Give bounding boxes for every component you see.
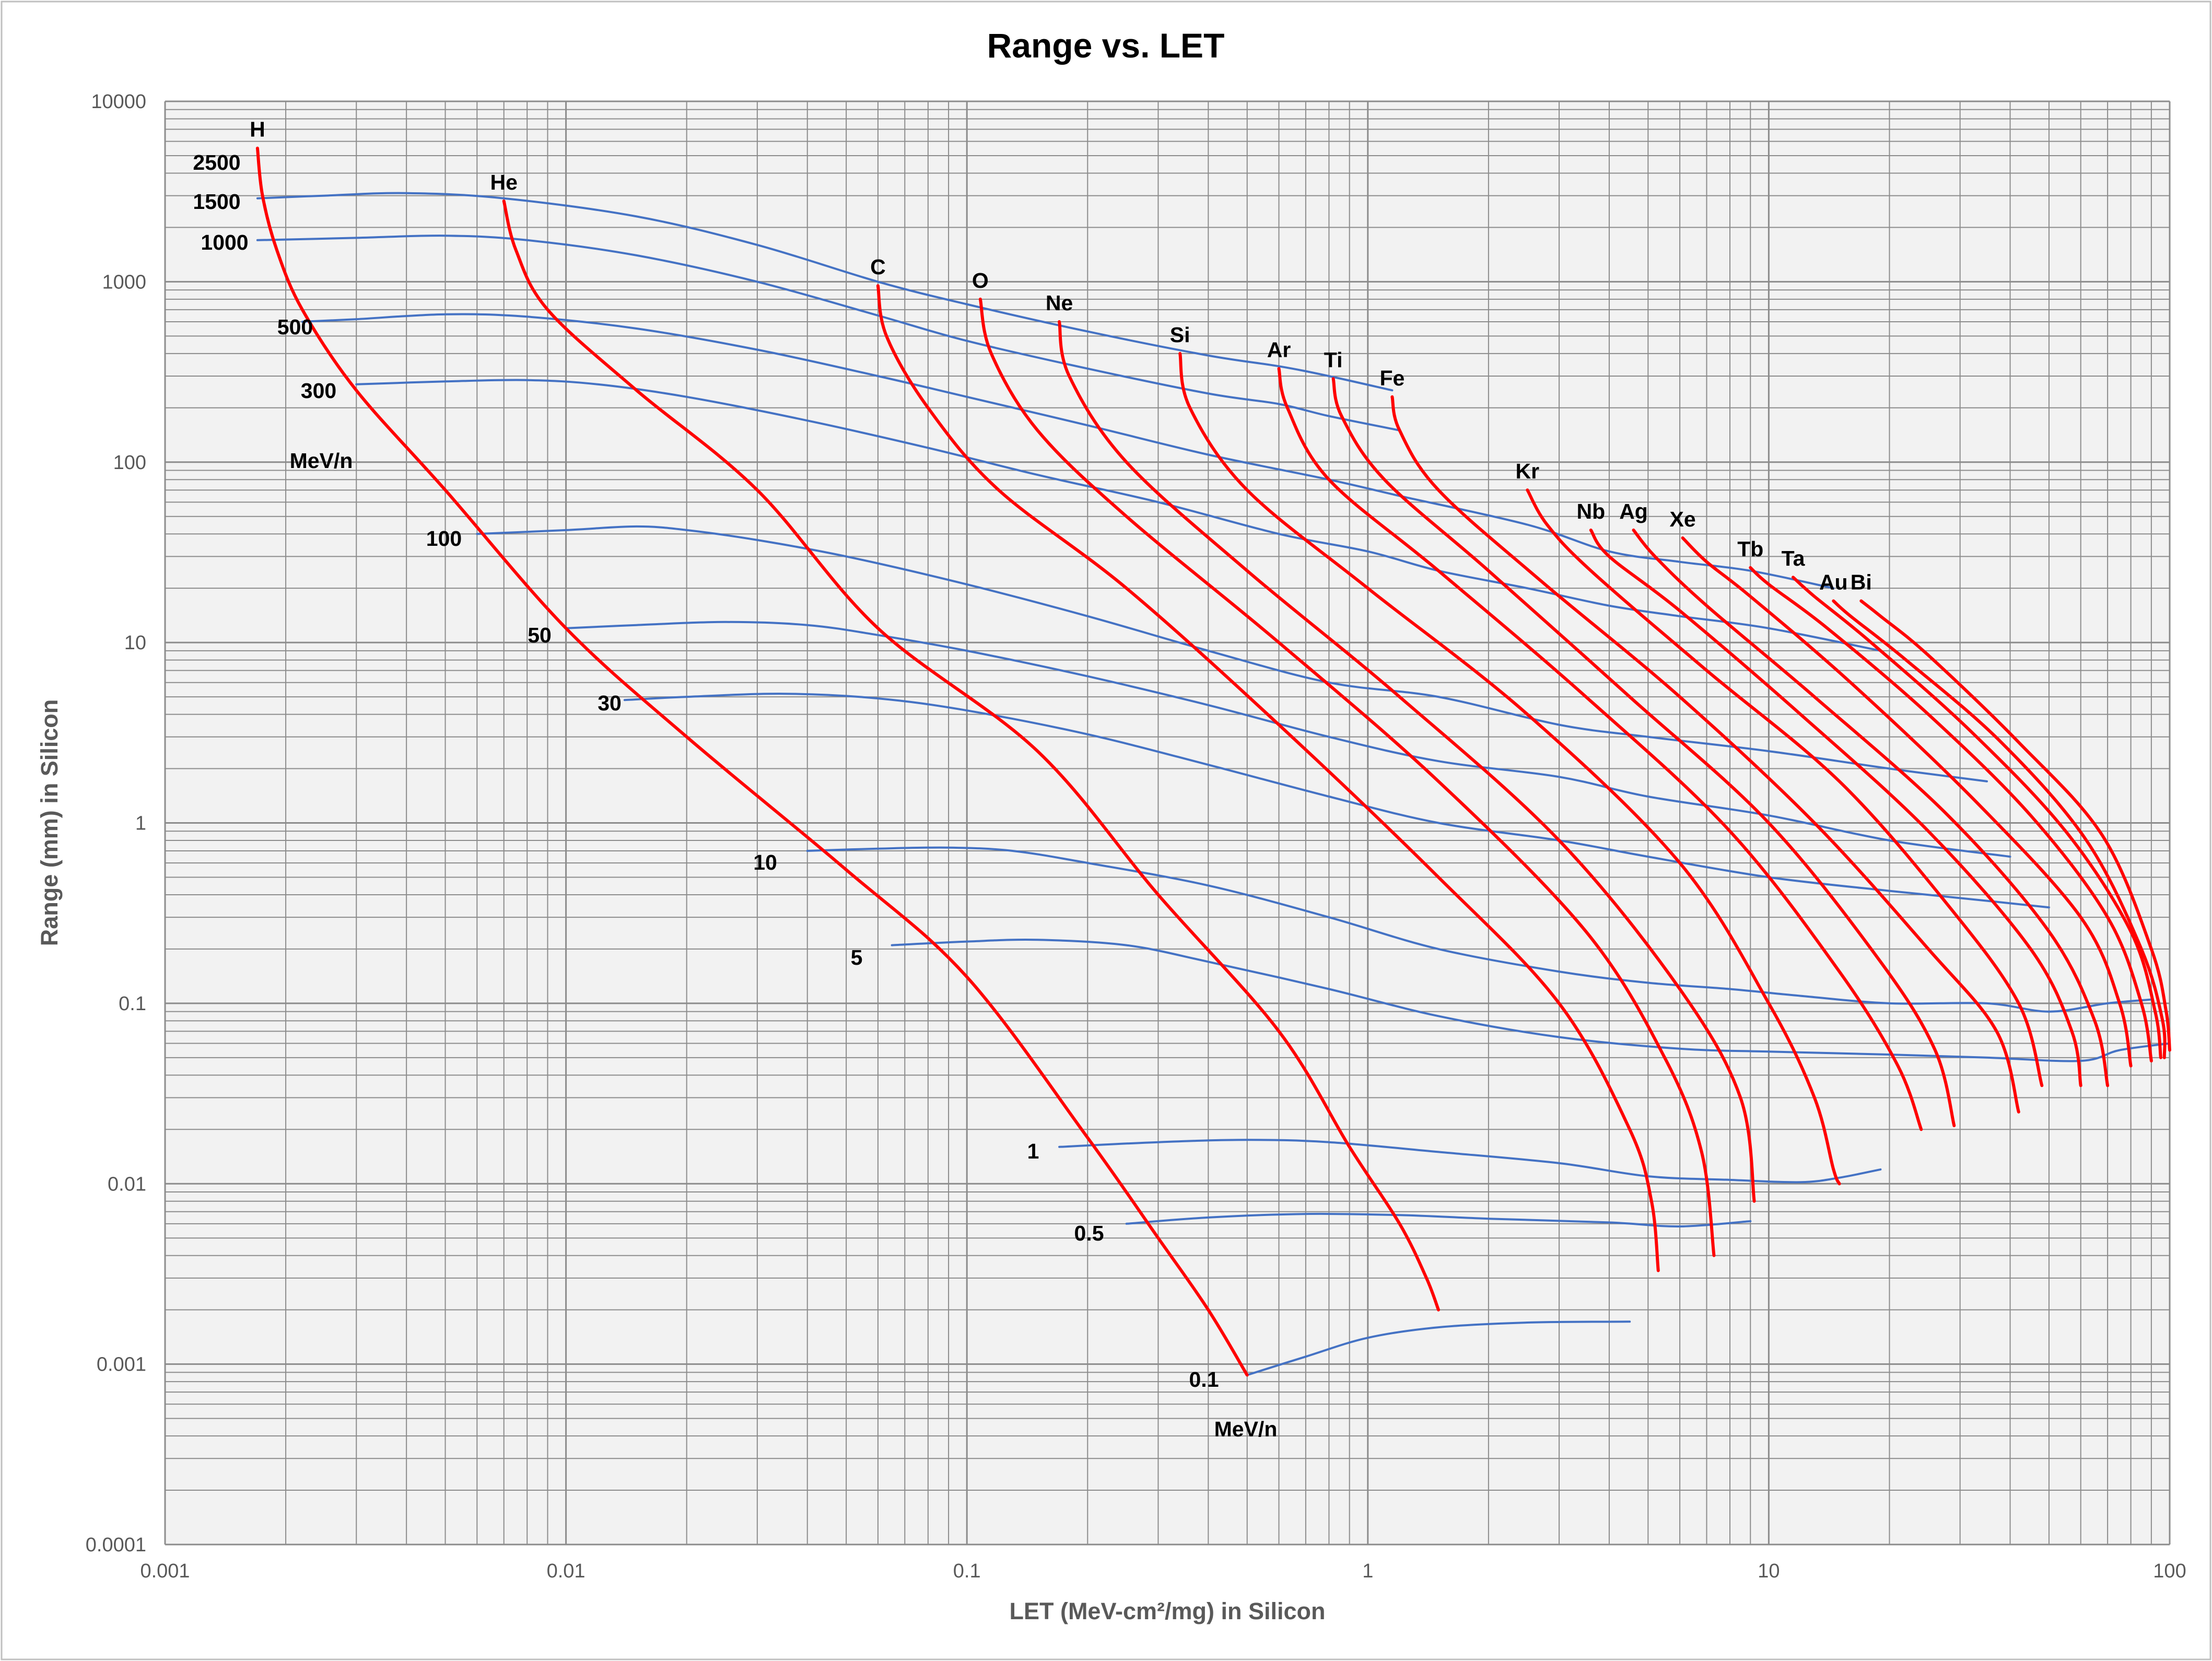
energy-annotation: 30	[598, 691, 622, 715]
y-tick-label: 0.01	[108, 1173, 146, 1195]
ion-label-Xe: Xe	[1670, 507, 1696, 531]
ion-line-Nb	[1589, 528, 2082, 1087]
x-axis-title: LET (MeV-cm²/mg) in Silicon	[1009, 1598, 1325, 1624]
ion-series-group	[255, 146, 2171, 1377]
y-axis-title: Range (mm) in Silicon	[36, 699, 63, 946]
x-tick-label: 10	[1758, 1560, 1780, 1582]
energy-annotation: 300	[301, 379, 336, 403]
energy-line-50	[623, 693, 2050, 909]
energy-annotation: 0.5	[1074, 1221, 1104, 1245]
energy-annotation: 1000	[201, 230, 248, 254]
x-tick-label: 100	[2153, 1560, 2186, 1582]
ion-line-Ta	[1792, 576, 2162, 1059]
ion-label-Ta: Ta	[1782, 546, 1806, 570]
ion-line-Ag	[1632, 528, 2110, 1087]
y-axis-ticks: 0.0001 0.001 0.01 0.1 1 10 100 1000 10000	[86, 91, 146, 1556]
ion-label-Kr: Kr	[1515, 459, 1539, 483]
energy-line-300	[476, 525, 1988, 782]
energy-annotation: MeV/n	[290, 449, 353, 473]
grid-lines	[164, 100, 2171, 1546]
ion-label-Nb: Nb	[1576, 499, 1605, 523]
ion-label-C: C	[870, 255, 886, 279]
energy-annotation: MeV/n	[1214, 1417, 1278, 1441]
ion-line-He	[502, 199, 1440, 1312]
ion-label-H: H	[250, 118, 265, 142]
energy-annotation: 10	[753, 850, 777, 874]
y-tick-label: 1	[135, 813, 146, 835]
ion-label-Fe: Fe	[1379, 366, 1405, 390]
ion-label-Tb: Tb	[1737, 537, 1763, 561]
ion-label-Ti: Ti	[1324, 348, 1343, 372]
energy-line-1	[1125, 1212, 1752, 1228]
energy-annotation: 1	[1027, 1139, 1039, 1163]
ion-line-C	[876, 284, 1660, 1272]
energy-annotation: 1500	[193, 190, 240, 214]
ion-label-Bi: Bi	[1851, 570, 1872, 594]
ion-line-Tb	[1749, 566, 2153, 1062]
ion-label-Ne: Ne	[1046, 291, 1073, 315]
x-tick-label: 1	[1362, 1560, 1373, 1582]
x-tick-label: 0.01	[547, 1560, 586, 1582]
energy-line-1000	[301, 313, 1835, 590]
energy-line-500	[355, 379, 1882, 652]
y-tick-label: 100	[113, 452, 146, 474]
ion-line-O	[978, 297, 1716, 1257]
ion-line-H	[255, 146, 1249, 1377]
ion-line-Ne	[1058, 320, 1756, 1203]
ion-line-Si	[1178, 352, 1841, 1186]
y-tick-label: 0.1	[119, 993, 146, 1015]
energy-annotation: 500	[277, 315, 313, 339]
ion-line-Ar	[1277, 367, 1923, 1131]
energy-series-group	[256, 192, 2171, 1376]
ion-line-Kr	[1526, 488, 2044, 1087]
x-tick-label: 0.001	[140, 1560, 190, 1582]
energy-annotation: 50	[528, 623, 552, 647]
ion-label-Ar: Ar	[1267, 338, 1291, 362]
ion-line-Au	[1832, 599, 2167, 1059]
ion-label-Si: Si	[1170, 323, 1190, 347]
x-axis-ticks: 0.001 0.01 0.1 1 10 100	[140, 1560, 2186, 1582]
energy-annotation: 2500	[193, 150, 240, 174]
energy-line-0.5	[1246, 1320, 1631, 1376]
energy-line-10	[891, 938, 2171, 1062]
chart-title: Range vs. LET	[987, 26, 1225, 65]
y-tick-label: 0.001	[97, 1354, 146, 1376]
ion-line-Fe	[1390, 395, 2020, 1114]
x-tick-label: 0.1	[953, 1560, 981, 1582]
ion-line-Ti	[1331, 377, 1956, 1127]
energy-line-2500	[256, 192, 1394, 392]
y-tick-label: 10	[124, 632, 146, 654]
y-tick-label: 10000	[91, 91, 146, 113]
energy-annotation: 5	[851, 945, 863, 969]
energy-line-30	[806, 846, 2152, 1013]
energy-annotation: 100	[426, 527, 462, 551]
ion-label-O: O	[972, 268, 989, 293]
ion-label-Au: Au	[1819, 570, 1848, 594]
ion-label-Ag: Ag	[1619, 499, 1648, 523]
energy-annotation: 0.1	[1189, 1367, 1219, 1391]
energy-line-5	[1058, 1139, 1882, 1184]
y-tick-label: 0.0001	[86, 1534, 146, 1556]
ion-line-Bi	[1859, 599, 2171, 1052]
y-tick-label: 1000	[102, 271, 146, 293]
ion-label-He: He	[490, 170, 517, 194]
ion-line-Xe	[1681, 536, 2133, 1068]
energy-line-100	[565, 621, 2011, 858]
energy-line-1500	[256, 235, 1401, 431]
